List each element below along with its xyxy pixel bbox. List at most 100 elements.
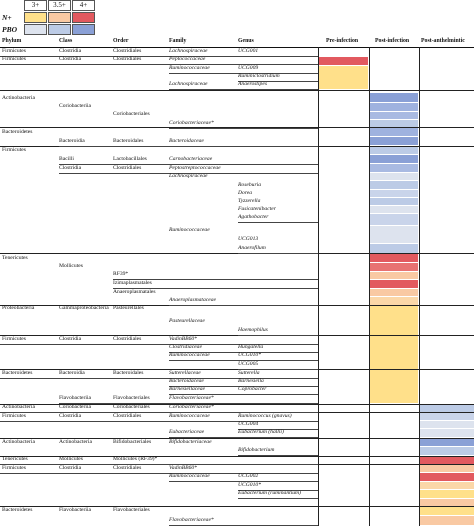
row-divider (169, 351, 318, 353)
section-divider (0, 506, 474, 507)
row-divider (0, 377, 318, 379)
post-infection-cell (370, 128, 418, 137)
legend-scale-cell (72, 0, 95, 11)
row-divider (0, 463, 318, 465)
cell-order: Flavobacteriales (113, 395, 150, 401)
section-divider (0, 146, 474, 147)
cell-order: Clostridiales (113, 413, 142, 419)
post-infection-cell (370, 181, 418, 190)
post-anthelmintic-cell (420, 482, 474, 490)
cell-family: Lachnospiraceae (169, 173, 208, 179)
pre-infection-cell (318, 66, 368, 90)
cell-class: Clostridia (59, 336, 82, 342)
cell-genus: UCG001 (238, 48, 259, 54)
cell-genus: UCG002 (238, 473, 259, 479)
cell-genus: UCG010* (238, 482, 261, 488)
cell-phylum: Tenericutes (2, 255, 28, 261)
cell-genus: Barnesiella (238, 378, 264, 384)
post-infection-cell (370, 263, 418, 272)
cell-phylum: Bacteroidetes (2, 370, 33, 376)
cell-class: Bacteroidia (59, 138, 85, 144)
row-divider (169, 72, 318, 74)
cell-class: Flavobacteriia (59, 395, 91, 401)
legend-swatch (24, 24, 47, 35)
cell-class: Clostridia (59, 413, 82, 419)
cell-genus: UCG013 (238, 236, 259, 242)
header-family: Family (169, 38, 187, 44)
cell-genus: Ruminiclostridium (238, 73, 280, 79)
row-divider (169, 127, 318, 129)
cell-class: Mollicutes (59, 456, 83, 462)
cell-class: Gammaproteobacteria (59, 305, 109, 311)
section-divider (0, 90, 474, 91)
cell-family: Coriobacteriaceae* (169, 120, 214, 126)
section-divider (0, 412, 474, 413)
pre-infection-cell (318, 57, 368, 66)
cell-genus: UCG009 (238, 65, 259, 71)
cell-genus: Anaerofilum (238, 245, 266, 251)
post-infection-cell (370, 146, 418, 155)
cell-class: Coriobacteriia (59, 103, 91, 109)
section-divider (0, 305, 474, 306)
row-divider (169, 480, 318, 482)
legend-scale-cell (48, 0, 71, 11)
row-divider (169, 88, 318, 90)
cell-genus: Bifidobacterium (238, 447, 275, 453)
cell-family: Bacteroidaceae (169, 378, 204, 384)
cell-order: Bifidobacteriales (113, 439, 152, 445)
section-divider (0, 253, 474, 254)
row-divider (238, 428, 318, 430)
post-anthelmintic-cell (420, 429, 474, 438)
cell-phylum: Actinobacteria (2, 404, 35, 410)
row-divider (0, 411, 318, 413)
cell-class: Clostridia (59, 165, 82, 171)
cell-family: Ruminococcaceae (169, 413, 210, 419)
post-anthelmintic-cell (420, 465, 474, 473)
cell-order: Clostridiales (113, 56, 142, 62)
cell-class: Clostridia (59, 48, 82, 54)
header-post-anthelmintic: Post-anthelmintic (421, 38, 465, 44)
cell-family: Bacteroidaceae (169, 138, 204, 144)
row-divider (0, 420, 318, 422)
legend-row-label: N+ (2, 13, 12, 22)
cell-phylum: Bacteroidetes (2, 129, 33, 135)
cell-class: Clostridia (59, 56, 82, 62)
post-infection-cell (370, 272, 418, 280)
cell-genus: UCG010* (238, 352, 261, 358)
cell-family: Anaeroplasmataceae (169, 297, 217, 303)
post-anthelmintic-cell (420, 507, 474, 516)
cell-family: Coriobacteriaceae* (169, 404, 214, 410)
header-phylum: Phylum (2, 38, 22, 44)
section-divider (0, 404, 474, 405)
cell-family: Pasteurellaceae (169, 318, 205, 324)
row-divider (59, 163, 318, 165)
header-post-infection: Post-infection (375, 38, 410, 44)
cell-family: Eubacteriaceae (169, 429, 205, 435)
cell-genus: Haemophilus (238, 327, 268, 333)
pre-infection-cell (318, 49, 368, 57)
cell-family: Sutterellaceae (169, 370, 201, 376)
cell-phylum: Firmicutes (2, 336, 26, 342)
row-divider (113, 287, 318, 289)
post-infection-cell (370, 198, 418, 206)
section-divider (0, 335, 474, 336)
row-divider (238, 334, 318, 336)
row-divider (238, 221, 318, 223)
column-divider (419, 47, 420, 526)
row-divider (238, 454, 318, 456)
cell-order: Bacteroidales (113, 370, 144, 376)
header-class: Class (59, 38, 73, 44)
legend-scale-cell (24, 0, 47, 11)
post-infection-cell (370, 280, 418, 289)
cell-order: Anaeroplasmatales (113, 289, 156, 295)
cell-family: Ruminococcaceae (169, 473, 210, 479)
cell-class: Flavobacteriia (59, 507, 91, 513)
cell-genus: Fusicatenibacter (238, 206, 276, 212)
row-divider (169, 385, 318, 387)
legend-row-label: PBO (2, 25, 17, 34)
cell-order: Clostridiales (113, 465, 142, 471)
cell-order: RF39* (113, 271, 129, 277)
cell-family: Flavobacteriaceae* (169, 395, 214, 401)
post-anthelmintic-cell (420, 516, 474, 526)
cell-genus: Agathobacter (238, 214, 269, 220)
